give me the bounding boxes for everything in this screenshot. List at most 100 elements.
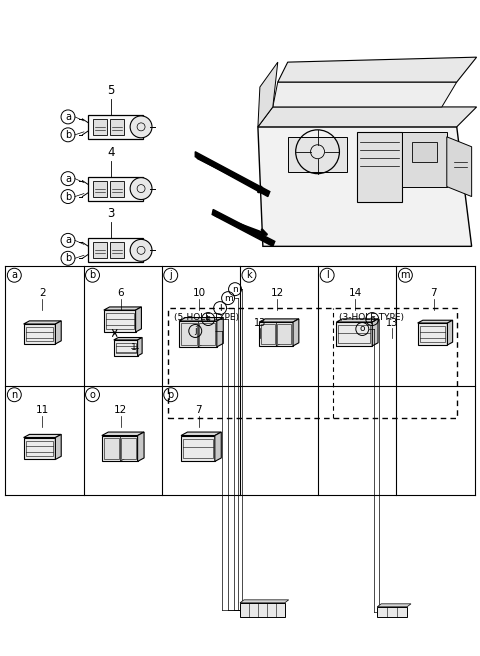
Polygon shape xyxy=(447,137,472,197)
Text: 13: 13 xyxy=(254,318,266,328)
Polygon shape xyxy=(259,319,299,322)
Polygon shape xyxy=(402,132,447,186)
Text: a: a xyxy=(65,174,71,184)
Bar xyxy=(93,119,107,135)
Bar xyxy=(288,137,348,172)
Polygon shape xyxy=(418,320,453,323)
Polygon shape xyxy=(215,432,221,461)
Bar xyxy=(110,180,124,197)
Polygon shape xyxy=(179,318,223,321)
Text: 7: 7 xyxy=(195,405,202,415)
Text: l: l xyxy=(219,304,221,313)
Bar xyxy=(104,438,119,459)
Text: a: a xyxy=(12,270,17,280)
Text: m: m xyxy=(224,294,232,302)
Text: o: o xyxy=(90,390,96,400)
Polygon shape xyxy=(195,152,270,197)
Bar xyxy=(110,242,124,258)
Polygon shape xyxy=(114,337,142,340)
Text: b: b xyxy=(65,130,71,140)
Text: (5-HOLE TYPE): (5-HOLE TYPE) xyxy=(174,313,240,322)
Polygon shape xyxy=(447,320,453,345)
Circle shape xyxy=(130,178,152,199)
Bar xyxy=(420,326,445,342)
Circle shape xyxy=(130,116,152,138)
Bar xyxy=(88,238,143,262)
Polygon shape xyxy=(418,323,447,345)
Bar xyxy=(199,323,215,345)
Bar xyxy=(120,438,136,459)
Text: p: p xyxy=(168,390,174,400)
Text: l: l xyxy=(326,270,328,280)
Bar xyxy=(261,324,275,344)
Text: 3: 3 xyxy=(107,207,114,220)
Bar xyxy=(25,441,53,457)
Polygon shape xyxy=(104,307,142,310)
Polygon shape xyxy=(114,340,138,356)
Text: k: k xyxy=(246,270,252,280)
Bar xyxy=(277,324,291,344)
Text: m: m xyxy=(401,270,410,280)
Polygon shape xyxy=(217,318,223,347)
Polygon shape xyxy=(181,432,221,436)
Text: 7: 7 xyxy=(430,288,437,298)
Text: 12: 12 xyxy=(271,288,284,298)
Polygon shape xyxy=(258,127,472,247)
Bar xyxy=(93,242,107,258)
Polygon shape xyxy=(138,337,142,356)
Bar xyxy=(240,603,285,617)
Polygon shape xyxy=(181,436,215,461)
Polygon shape xyxy=(102,432,144,436)
Text: k: k xyxy=(205,314,211,323)
Text: n: n xyxy=(11,390,17,400)
Bar xyxy=(181,323,197,345)
Polygon shape xyxy=(258,107,477,127)
Polygon shape xyxy=(278,57,477,82)
Bar xyxy=(338,325,370,343)
Polygon shape xyxy=(104,310,136,332)
Text: 12: 12 xyxy=(114,405,127,415)
Polygon shape xyxy=(377,604,411,607)
Polygon shape xyxy=(372,319,378,346)
Text: 14: 14 xyxy=(348,288,362,298)
Text: 6: 6 xyxy=(118,288,124,298)
Text: b: b xyxy=(65,253,71,263)
Bar xyxy=(88,115,143,139)
Text: n: n xyxy=(232,285,238,294)
Bar xyxy=(116,343,136,353)
Polygon shape xyxy=(136,307,142,332)
Polygon shape xyxy=(212,209,275,247)
Bar xyxy=(183,438,213,459)
Bar xyxy=(110,119,124,135)
Polygon shape xyxy=(336,322,372,346)
Text: a: a xyxy=(65,236,71,245)
Text: 1: 1 xyxy=(131,343,136,352)
Bar xyxy=(25,327,53,341)
Text: a: a xyxy=(65,112,71,122)
Bar xyxy=(168,308,457,418)
Polygon shape xyxy=(336,319,378,322)
Polygon shape xyxy=(258,62,278,127)
Polygon shape xyxy=(179,321,217,347)
Polygon shape xyxy=(55,434,61,459)
Bar xyxy=(377,607,407,617)
Text: b: b xyxy=(89,270,96,280)
Text: 10: 10 xyxy=(192,288,205,298)
Text: j: j xyxy=(194,327,197,335)
Text: 2: 2 xyxy=(39,288,46,298)
Bar xyxy=(106,313,133,329)
Polygon shape xyxy=(55,321,61,344)
Polygon shape xyxy=(24,324,55,344)
Polygon shape xyxy=(273,82,457,107)
Polygon shape xyxy=(24,321,61,324)
Polygon shape xyxy=(293,319,299,346)
Text: o: o xyxy=(360,325,365,333)
Text: p: p xyxy=(369,314,375,323)
Text: j: j xyxy=(169,270,172,280)
Text: 13: 13 xyxy=(386,318,398,328)
Polygon shape xyxy=(240,600,288,603)
Bar xyxy=(93,180,107,197)
Polygon shape xyxy=(24,438,55,459)
Polygon shape xyxy=(259,322,293,346)
Text: b: b xyxy=(65,192,71,201)
